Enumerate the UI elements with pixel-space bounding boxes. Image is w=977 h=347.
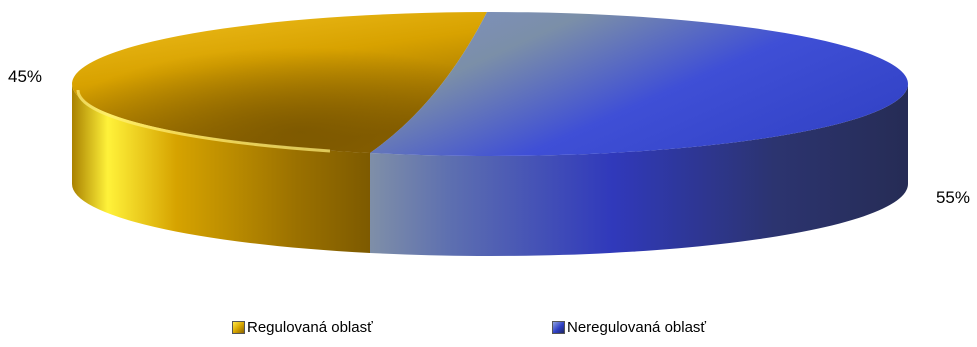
pie-layer <box>72 11 909 256</box>
slice-neregulovana-side <box>370 84 908 256</box>
legend-swatch-blue <box>552 321 565 334</box>
data-label-neregulovana: 55% <box>936 188 970 207</box>
label-layer: 45% 55% <box>8 67 970 207</box>
slice-neregulovana-top <box>370 11 909 156</box>
legend-label-regulovana: Regulovaná oblasť <box>247 319 373 336</box>
legend: Regulovaná oblasť Neregulovaná oblasť <box>0 319 977 339</box>
legend-item-neregulovana: Neregulovaná oblasť <box>552 319 706 336</box>
data-label-regulovana: 45% <box>8 67 42 86</box>
legend-swatch-gold <box>232 321 245 334</box>
slice-regulovana-rim-highlight <box>76 89 331 153</box>
legend-item-regulovana: Regulovaná oblasť <box>232 319 373 336</box>
legend-label-neregulovana: Neregulovaná oblasť <box>567 319 707 336</box>
slice-regulovana-shade <box>72 12 487 153</box>
